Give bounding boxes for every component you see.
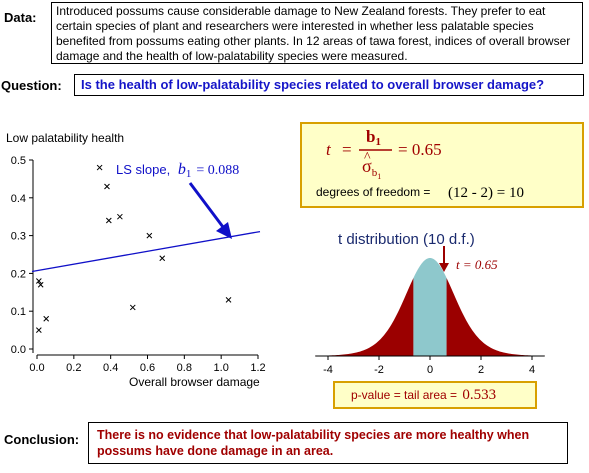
t-numerator-sub: 1: [375, 136, 381, 148]
scatter-points: [35, 164, 232, 333]
data-point: [225, 297, 232, 303]
scatter-axes: [32, 160, 258, 356]
data-point: [104, 183, 110, 190]
x-tick-label: 0.8: [177, 362, 192, 374]
question-label: Question:: [1, 78, 62, 93]
x-tick-label: 0.0: [29, 362, 44, 374]
y-tick-label: 0.1: [11, 306, 26, 318]
slope-symbol: b: [178, 161, 186, 178]
y-tick-label: 0.3: [11, 231, 26, 243]
data-point: [117, 213, 123, 220]
scatter-plot: Low palatability health Overall browser …: [6, 131, 266, 389]
data-point: [43, 315, 50, 322]
t-marker-label: t = 0.65: [456, 257, 498, 272]
y-tick-label: 0.0: [11, 344, 26, 356]
x-tick-label: 1.2: [250, 362, 265, 374]
x-tick-label: 0.4: [103, 362, 118, 374]
conclusion-label: Conclusion:: [4, 432, 80, 447]
pvalue-label: p-value = tail area =: [351, 388, 458, 402]
t-symbol: t: [326, 140, 332, 159]
question-text-box: Is the health of low-palatability specie…: [74, 74, 584, 96]
pvalue-box: p-value = tail area = 0.533: [333, 381, 537, 409]
t-denominator-sub: b: [372, 167, 378, 179]
y-tick-label: 0.5: [11, 155, 26, 167]
right-tail-area: [446, 277, 545, 356]
df-text: degrees of freedom =: [316, 185, 430, 199]
t-dist-title: t distribution (10 d.f.): [338, 231, 475, 248]
y-tick-label: 0.2: [11, 268, 26, 280]
data-point: [129, 304, 136, 311]
t-distribution-plot: t distribution (10 d.f.) -4 -2 0 2 4 t = 0.6…: [315, 231, 545, 376]
t-dist-area: [315, 258, 545, 356]
y-tick-label: 0.4: [11, 193, 26, 205]
center-area: [413, 258, 447, 356]
t-value: = 0.65: [398, 140, 442, 159]
slope-arrow-icon: [188, 182, 232, 239]
left-tail-area: [315, 277, 414, 356]
t-numerator-b: b: [366, 127, 375, 146]
conclusion-text: There is no evidence that low-palatabili…: [97, 428, 530, 458]
data-point: [37, 281, 44, 288]
scatter-ticks: 0.0 0.2 0.4 0.6 0.8 1.0 1.2 0.0 0.1 0.2 0.3 0.4 0.5: [11, 155, 266, 374]
t-dist-tick-label: 2: [478, 364, 484, 376]
t-formula: t = b1 ^ σb1 = 0.65 degrees of freedom =…: [316, 127, 524, 201]
slope-annotation: LS slope, b1 = 0.088: [116, 161, 239, 180]
scatter-xlabel: Overall browser damage: [129, 375, 260, 389]
slope-sub: 1: [186, 168, 192, 180]
slope-label: LS slope,: [116, 162, 170, 177]
data-point: [35, 327, 42, 333]
x-tick-label: 0.6: [140, 362, 155, 374]
data-text: Introduced possums cause considerable da…: [56, 4, 571, 63]
t-dist-tick-label: -2: [374, 364, 384, 376]
x-tick-label: 1.0: [214, 362, 229, 374]
pvalue-value: 0.533: [462, 387, 497, 403]
data-text-box: Introduced possums cause considerable da…: [51, 2, 583, 64]
t-equals: =: [342, 140, 352, 159]
t-denominator-hat: ^: [364, 150, 371, 165]
data-point: [146, 232, 153, 239]
t-dist-tick-label: 4: [529, 364, 535, 376]
conclusion-text-box: There is no evidence that low-palatabili…: [88, 422, 568, 464]
data-label: Data:: [4, 10, 37, 25]
data-point: [159, 255, 166, 262]
t-numerator: b1: [366, 127, 381, 148]
df-expr: (12 - 2) = 10: [448, 185, 524, 201]
t-marker: [439, 246, 449, 272]
t-statistic-box: t = b1 ^ σb1 = 0.65 degrees of freedom =…: [300, 122, 584, 208]
data-point: [35, 278, 42, 284]
t-dist-axis: -4 -2 0 2 4: [315, 355, 545, 376]
slope-value: = 0.088: [196, 163, 239, 178]
question-text: Is the health of low-palatability specie…: [81, 77, 545, 92]
t-denominator-sigma: σ: [362, 156, 372, 176]
data-point: [105, 217, 112, 224]
ls-fit-line: [31, 230, 261, 273]
t-dist-tick-label: 0: [427, 364, 433, 376]
t-denominator-subsub: 1: [377, 172, 381, 181]
t-dist-tick-label: -4: [323, 364, 333, 376]
data-point: [96, 164, 103, 171]
scatter-ylabel: Low palatability health: [6, 131, 124, 145]
x-tick-label: 0.2: [66, 362, 81, 374]
t-denominator: σb1: [362, 156, 381, 181]
